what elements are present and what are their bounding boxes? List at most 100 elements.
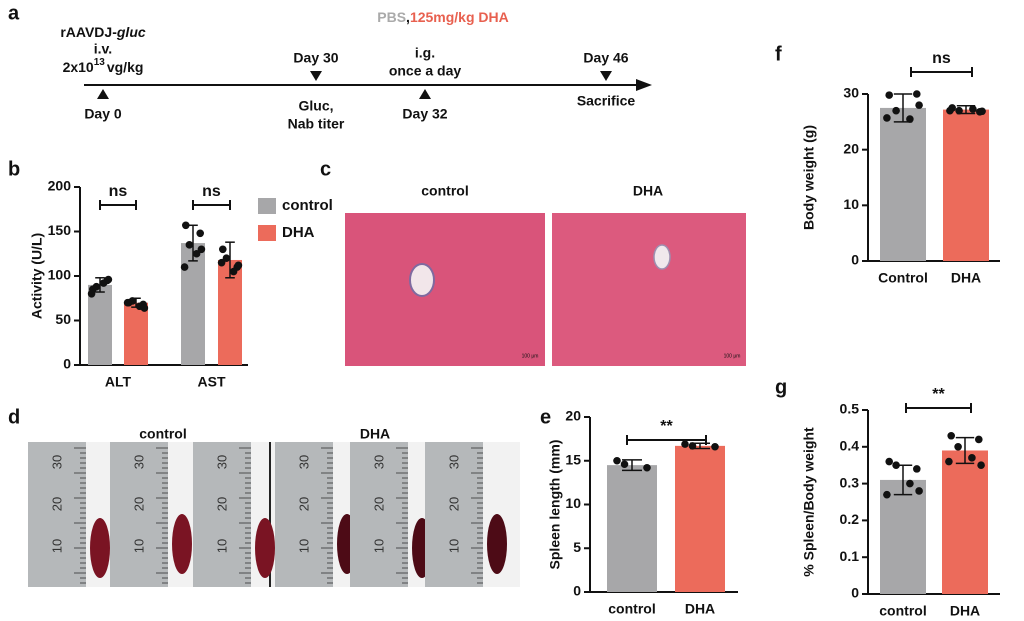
x-tick-label: DHA: [951, 270, 981, 286]
day-label: Day 32: [402, 106, 447, 122]
ruler: [193, 442, 251, 587]
legend-swatch: [258, 225, 276, 241]
ruler-label: 10: [49, 539, 64, 553]
spleen: [487, 514, 507, 574]
data-point: [620, 460, 629, 469]
data-point: [977, 461, 985, 470]
ruler: [350, 442, 408, 587]
data-point: [915, 487, 923, 495]
x-tick-label: control: [879, 603, 926, 619]
data-point: [140, 304, 149, 312]
data-point: [913, 90, 921, 98]
data-point: [883, 114, 891, 122]
significance-label: ns: [202, 183, 221, 200]
ruler-label: 30: [296, 455, 311, 469]
y-tick-label: 0: [851, 252, 859, 268]
treat-dha: 125mg/kg DHA: [410, 9, 509, 25]
spleen: [255, 518, 275, 578]
panel-label: b: [8, 158, 20, 180]
data-point: [906, 115, 914, 123]
marker: [419, 89, 431, 99]
spleen: [90, 518, 110, 578]
dose-exp: 13: [94, 57, 106, 68]
ruler-label: 20: [371, 497, 386, 511]
bar: [88, 284, 112, 365]
data-point: [892, 106, 900, 115]
y-tick-label: 0.2: [840, 511, 860, 527]
legend-label: control: [282, 197, 333, 214]
scale-bar: 100 μm: [724, 353, 741, 359]
data-point: [92, 282, 101, 291]
y-tick-label: 50: [55, 311, 71, 327]
y-axis-label: Spleen length (mm): [547, 440, 563, 570]
data-point: [947, 431, 955, 440]
data-point: [954, 443, 962, 451]
significance-label: **: [932, 386, 945, 403]
y-tick-label: 10: [565, 495, 581, 511]
error-bar: [622, 459, 642, 472]
bar: [607, 465, 657, 592]
histology-image: [345, 213, 545, 366]
dose-base: 2x10: [63, 59, 94, 75]
note: Nab titer: [288, 116, 345, 132]
note: once a day: [389, 63, 462, 79]
day-label: Day 46: [583, 50, 628, 66]
data-point: [222, 254, 231, 262]
data-point: [913, 465, 921, 473]
y-tick-label: 100: [48, 267, 72, 283]
y-tick-label: 200: [48, 178, 72, 194]
data-point: [643, 463, 651, 472]
bar: [675, 445, 725, 592]
ruler-label: 20: [131, 497, 146, 511]
note: Gluc,: [298, 98, 333, 114]
data-point: [197, 245, 206, 254]
data-point: [906, 479, 914, 488]
y-tick-label: 20: [565, 408, 581, 424]
data-point: [711, 442, 719, 451]
panel-label: g: [775, 376, 787, 398]
x-tick-label: AST: [198, 374, 226, 390]
day-label: Day 0: [84, 106, 122, 122]
y-tick-label: 0: [63, 356, 71, 372]
panel-label: d: [8, 406, 20, 428]
note: i.g.: [415, 45, 435, 61]
significance-label: ns: [932, 50, 951, 67]
bar: [943, 109, 989, 261]
vector: rAAVDJ-gluc: [60, 24, 146, 40]
y-tick-label: 0.3: [840, 474, 860, 490]
y-tick-label: 150: [48, 222, 72, 238]
data-point: [185, 241, 194, 249]
legend-swatch: [258, 198, 276, 214]
ruler-label: 10: [296, 539, 311, 553]
vessel: [653, 244, 671, 270]
ruler-label: 10: [371, 539, 386, 553]
x-tick-label: ALT: [105, 374, 132, 390]
data-point: [885, 457, 893, 466]
ruler-label: 30: [446, 455, 461, 469]
data-point: [883, 490, 891, 499]
treat-pbs: PBS: [377, 9, 406, 25]
data-point: [978, 107, 986, 116]
data-point: [229, 267, 238, 276]
ruler: [425, 442, 483, 587]
data-point: [915, 101, 923, 109]
data-point: [688, 442, 697, 450]
ruler-label: 20: [296, 497, 311, 511]
marker: [97, 89, 109, 99]
bar: [942, 450, 988, 594]
histology: control DHA 100 μm 100 μm: [345, 183, 746, 366]
vector-gene: gluc: [116, 24, 146, 40]
significance-label: ns: [109, 183, 128, 200]
y-tick-label: 0: [573, 583, 581, 599]
data-point: [192, 249, 201, 258]
data-point: [955, 106, 963, 115]
y-tick-label: 15: [565, 451, 581, 467]
x-tick-label: control: [608, 601, 655, 617]
panel-label: c: [320, 158, 331, 180]
image-label: DHA: [633, 183, 663, 199]
significance-label: **: [660, 418, 673, 435]
photo-label: control: [139, 426, 186, 442]
timeline: rAAVDJ-gluc i.v. 2x1013 vg/kg Day 0 Day 3…: [60, 9, 652, 132]
histology-image: [552, 213, 746, 366]
